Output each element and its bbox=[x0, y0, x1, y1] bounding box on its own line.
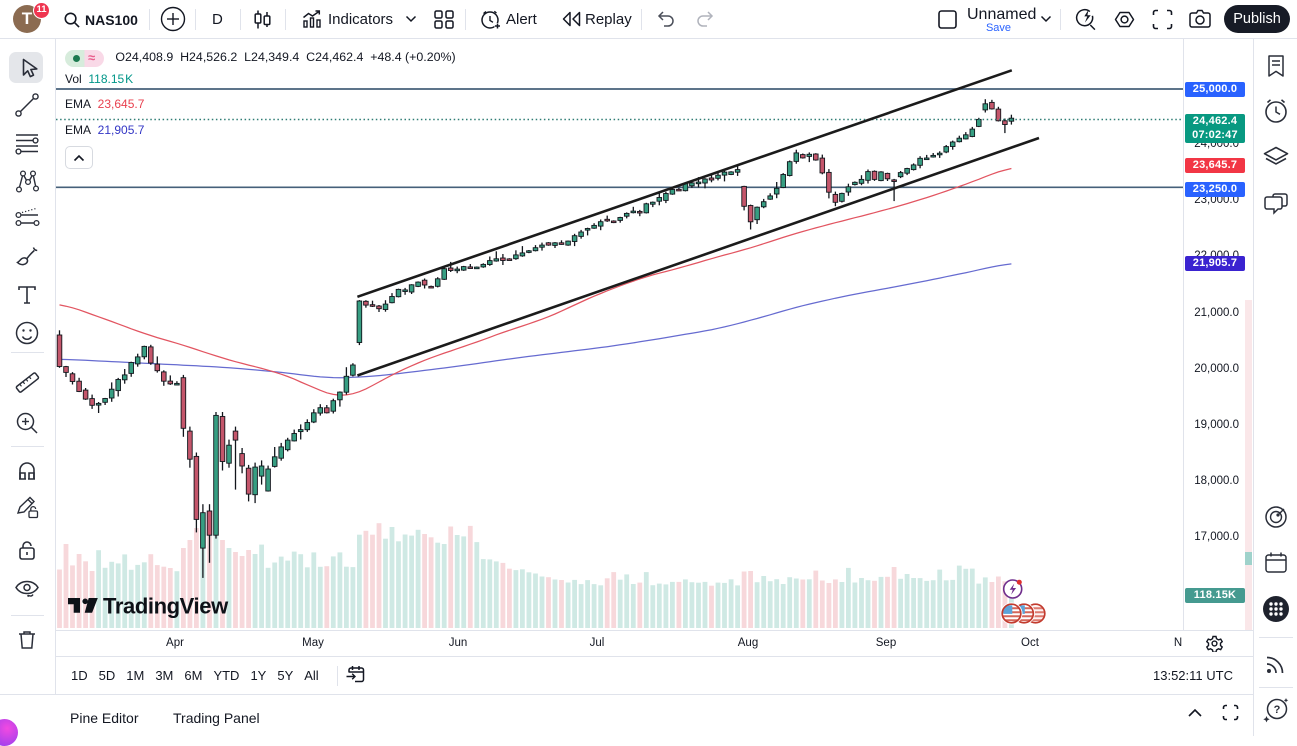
svg-text:?: ? bbox=[1274, 704, 1281, 716]
svg-text:TradingView: TradingView bbox=[103, 594, 229, 619]
